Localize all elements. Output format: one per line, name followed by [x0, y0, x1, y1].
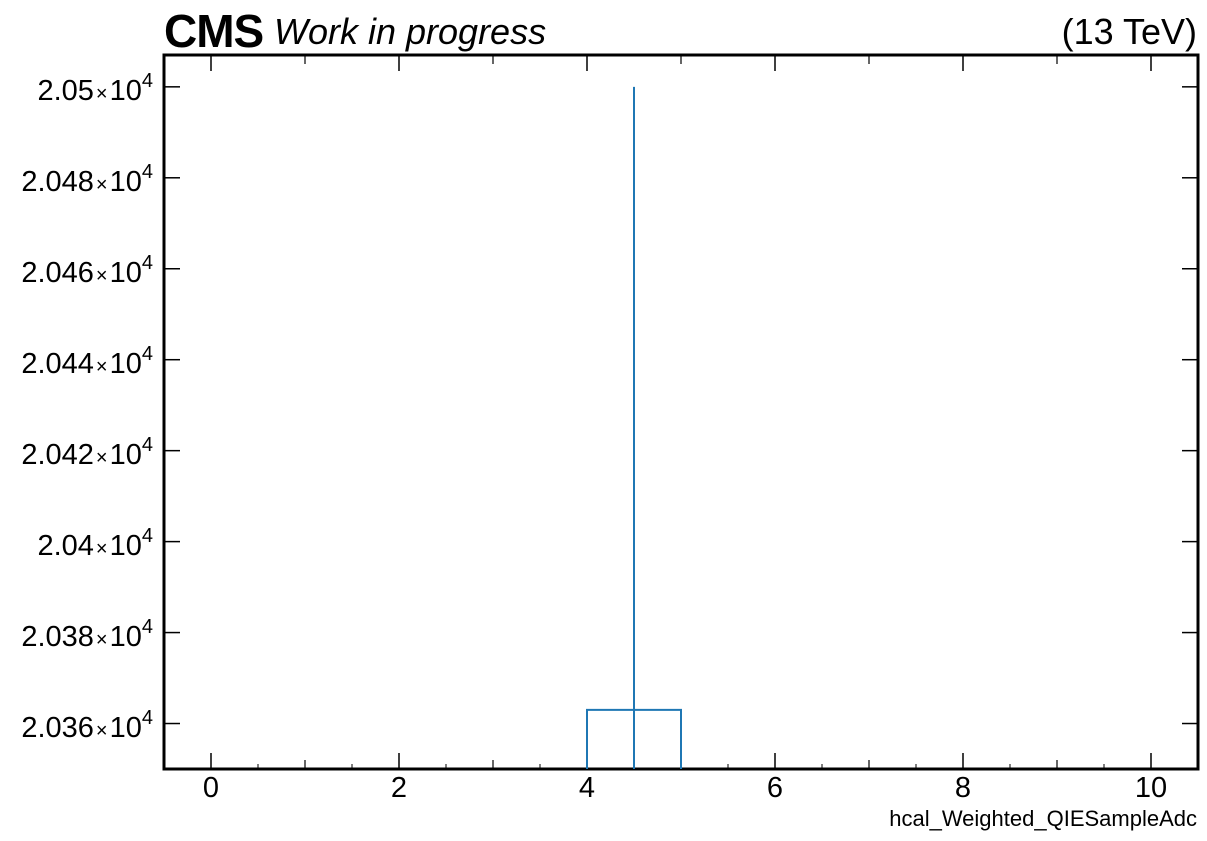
- x-tick-label: 6: [766, 772, 784, 804]
- y-tick-label: 2.042 ×104: [21, 433, 153, 471]
- y-tick-label: 2.05 ×104: [37, 69, 153, 107]
- plot-frame: [162, 53, 1200, 771]
- status-label: Work in progress: [274, 11, 547, 52]
- y-tick-label: 2.048 ×104: [21, 160, 153, 198]
- x-axis-label: hcal_Weighted_QIESampleAdc: [889, 806, 1197, 831]
- y-tick-label: 2.046 ×104: [21, 251, 153, 289]
- y-tick-label: 2.044 ×104: [21, 342, 153, 380]
- x-tick-label: 10: [1134, 772, 1168, 804]
- axis-ticks: [163, 55, 1199, 769]
- x-tick-label: 0: [202, 772, 220, 804]
- energy-label: (13 TeV): [1061, 11, 1197, 52]
- y-tick-label: 2.036 ×104: [21, 706, 153, 744]
- x-tick-label: 2: [390, 772, 408, 804]
- experiment-label: CMS: [164, 5, 264, 57]
- y-tick-label: 2.04 ×104: [37, 524, 153, 562]
- histogram-marks: [586, 86, 682, 769]
- x-tick-label: 8: [954, 772, 972, 804]
- x-tick-label: 4: [578, 772, 596, 804]
- y-tick-label: 2.038 ×104: [21, 615, 153, 653]
